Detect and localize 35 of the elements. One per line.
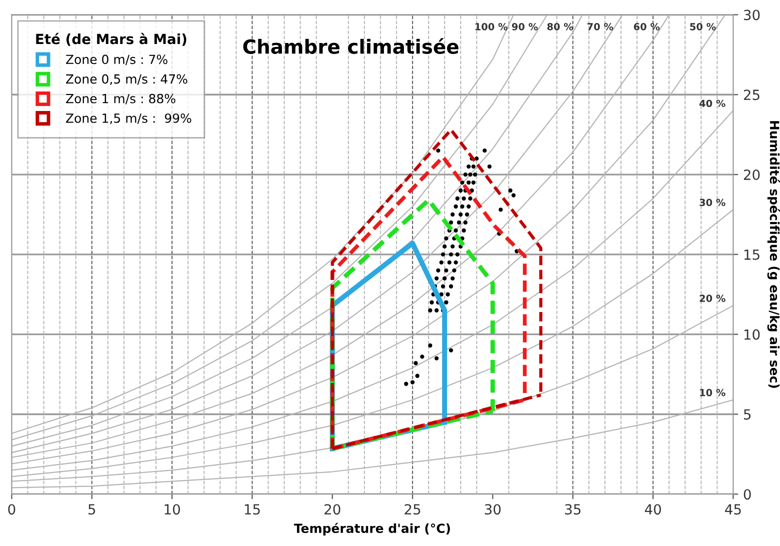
x-tick-label: 45	[725, 504, 741, 515]
x-tick-label: 40	[644, 504, 661, 515]
y-axis-title: Humidité spécifique (g eau/kg air sec)	[767, 121, 780, 388]
series-label: 10 %	[700, 388, 726, 396]
x-tick-label: 20	[324, 504, 340, 515]
x-tick-label: 10	[164, 504, 180, 515]
series-label: 100 %	[475, 22, 508, 30]
series-label: 20 %	[700, 294, 726, 302]
x-tick-label: 30	[484, 504, 501, 515]
x-tick-label: 35	[565, 504, 580, 515]
series-label: 40 %	[699, 100, 726, 108]
legend-label: Zone 0,5 m/s : 47%	[66, 74, 188, 85]
x-tick-label: 25	[404, 504, 420, 515]
series-label: 50 %	[690, 22, 716, 30]
x-tick-label: 0	[8, 504, 16, 515]
series-label: 90 %	[512, 22, 538, 30]
series-label: 70 %	[587, 22, 614, 30]
legend-label: Zone 1,5 m/s : 99%	[66, 113, 192, 124]
series-label: 80 %	[547, 22, 574, 30]
y-tick-label: 20	[744, 170, 760, 180]
y-tick-label: 25	[744, 90, 760, 100]
y-tick-label: 0	[744, 489, 751, 500]
y-tick-label: 5	[744, 409, 751, 420]
y-tick-label: 15	[744, 250, 760, 260]
legend-label: Zone 1 m/s : 88%	[66, 94, 176, 104]
legend-title: Eté (de Mars à Mai)	[36, 32, 186, 46]
series-label: 30 %	[700, 198, 726, 206]
legend-label: Zone 0 m/s : 7%	[66, 54, 168, 66]
y-tick-label: 10	[744, 329, 760, 340]
text: Chambre climatisée	[243, 38, 458, 54]
y-tick-label: 30	[744, 10, 760, 20]
x-axis-title: Température d'air (°C)	[294, 522, 450, 536]
x-tick-label: 15	[244, 504, 260, 515]
series-label: 60 %	[634, 22, 660, 30]
x-tick-label: 5	[88, 504, 96, 515]
